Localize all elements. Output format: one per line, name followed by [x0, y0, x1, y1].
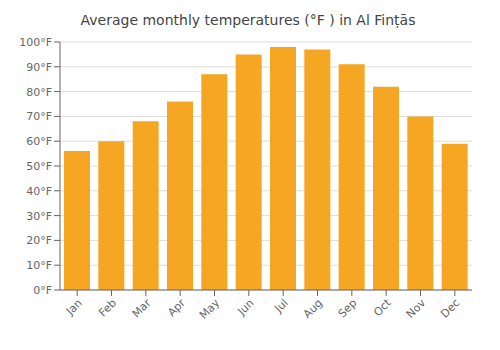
svg-text:60°F: 60°F: [26, 135, 52, 148]
svg-text:Nov: Nov: [404, 296, 429, 321]
svg-text:Aug: Aug: [301, 296, 325, 320]
svg-text:Feb: Feb: [96, 296, 119, 319]
svg-text:10°F: 10°F: [26, 259, 52, 272]
html-text:Average monthly temperatures (: Average monthly temperatures (°F ) in Al…: [80, 12, 416, 28]
svg-text:Jan: Jan: [63, 296, 85, 318]
svg-text:Jun: Jun: [234, 296, 256, 318]
svg-text:30°F: 30°F: [26, 210, 52, 223]
svg-text:70°F: 70°F: [26, 110, 52, 123]
svg-text:40°F: 40°F: [26, 185, 52, 198]
svg-text:Sep: Sep: [336, 296, 360, 320]
svg-text:Oct: Oct: [371, 296, 394, 319]
svg-text:0°F: 0°F: [33, 284, 52, 297]
svg-text:50°F: 50°F: [26, 160, 52, 173]
svg-text:90°F: 90°F: [26, 61, 52, 74]
svg-text:May: May: [197, 296, 223, 322]
svg-text:Apr: Apr: [165, 296, 188, 319]
svg-text:100°F: 100°F: [19, 36, 52, 49]
svg-text:80°F: 80°F: [26, 86, 52, 99]
svg-text:Mar: Mar: [130, 296, 154, 320]
svg-text:20°F: 20°F: [26, 234, 52, 247]
svg-text:Jul: Jul: [272, 296, 291, 315]
svg-text:Dec: Dec: [438, 296, 462, 320]
